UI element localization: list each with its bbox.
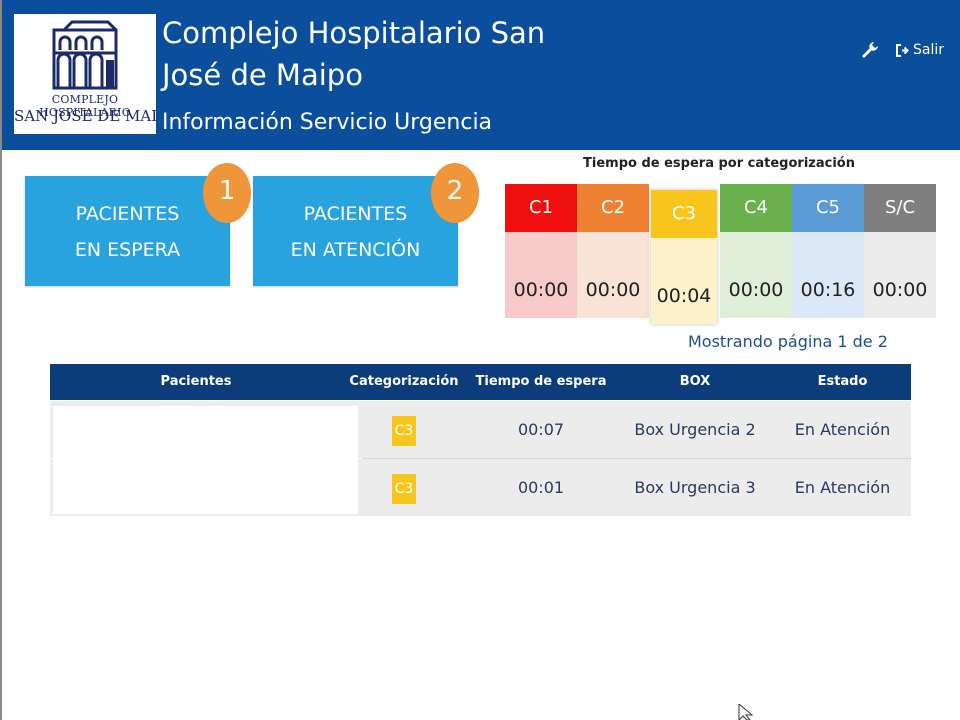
category-c5: C5 00:16 [792,184,864,318]
row-wait-time: 00:07 [517,420,565,439]
column-header-box: BOX [679,374,711,389]
row-box: Box Urgencia 2 [634,420,756,439]
category-badge: C3 [392,473,416,504]
column-header-category: Categorización [349,374,459,389]
column-header-status: Estado [817,374,868,389]
logout-label: Salir [913,42,945,58]
row-status: En Atención [794,478,891,497]
in-care-count-badge: 2 [431,163,479,223]
row-category: C3 [362,401,446,458]
row-category: C3 [362,459,446,516]
category-label: C2 [577,184,649,232]
category-label: C1 [505,184,577,232]
column-header-wait-time: Tiempo de espera [475,374,607,389]
mouse-cursor-icon [738,704,754,720]
category-wait-time: 00:00 [577,232,649,318]
logo-text-line1: COMPLEJO HOSPITALARIO [39,93,131,119]
aqueduct-emblem-icon [52,20,118,90]
column-header-patients: Pacientes [160,374,232,389]
logo-text-line2: SAN JOSE DE MAIPO [14,107,156,125]
category-label: S/C [864,184,936,232]
patients-waiting-card[interactable]: PACIENTES EN ESPERA [25,176,230,286]
category-sc: S/C 00:00 [864,184,936,318]
window-border [0,0,2,720]
row-status: En Atención [794,420,891,439]
card-label-line1: PACIENTES [303,203,408,225]
wrench-icon[interactable] [860,40,880,60]
hospital-name: Complejo Hospitalario San José de Maipo [162,16,546,92]
patients-in-care-card[interactable]: PACIENTES EN ATENCIÓN [253,176,458,286]
category-label: C5 [792,184,864,232]
category-wait-time: 00:00 [720,232,792,318]
waiting-count-badge: 1 [203,163,251,223]
card-label-line2: EN ESPERA [74,239,181,261]
row-wait-time: 00:01 [517,478,565,497]
category-c3: C3 00:04 [651,190,717,324]
logout-icon [896,43,909,57]
category-c2: C2 00:00 [577,184,649,318]
category-c4: C4 00:00 [720,184,792,318]
category-c1: C1 00:00 [505,184,577,318]
card-label-line2: EN ATENCIÓN [290,239,421,261]
row-box: Box Urgencia 3 [634,478,756,497]
service-title: Información Servicio Urgencia [162,110,493,135]
category-wait-time: 00:16 [792,232,864,318]
category-wait-time: 00:00 [864,232,936,318]
header-bar: COMPLEJO HOSPITALARIO SAN JOSE DE MAIPO … [2,0,960,150]
category-badge: C3 [392,415,416,446]
logout-button[interactable]: Salir [896,42,944,58]
patients-table: Pacientes Categorización Tiempo de esper… [50,364,911,516]
category-label: C3 [651,190,717,238]
patient-names-cell [53,406,358,514]
row-divider [362,458,911,459]
wait-times-title: Tiempo de espera por categorización [583,156,855,171]
hospital-logo: COMPLEJO HOSPITALARIO SAN JOSE DE MAIPO [14,14,156,134]
category-label: C4 [720,184,792,232]
category-wait-time: 00:04 [651,238,717,324]
table-header: Pacientes Categorización Tiempo de esper… [50,364,911,400]
card-label-line1: PACIENTES [75,203,180,225]
pagination-info: Mostrando página 1 de 2 [688,332,888,351]
category-wait-time: 00:00 [505,232,577,318]
